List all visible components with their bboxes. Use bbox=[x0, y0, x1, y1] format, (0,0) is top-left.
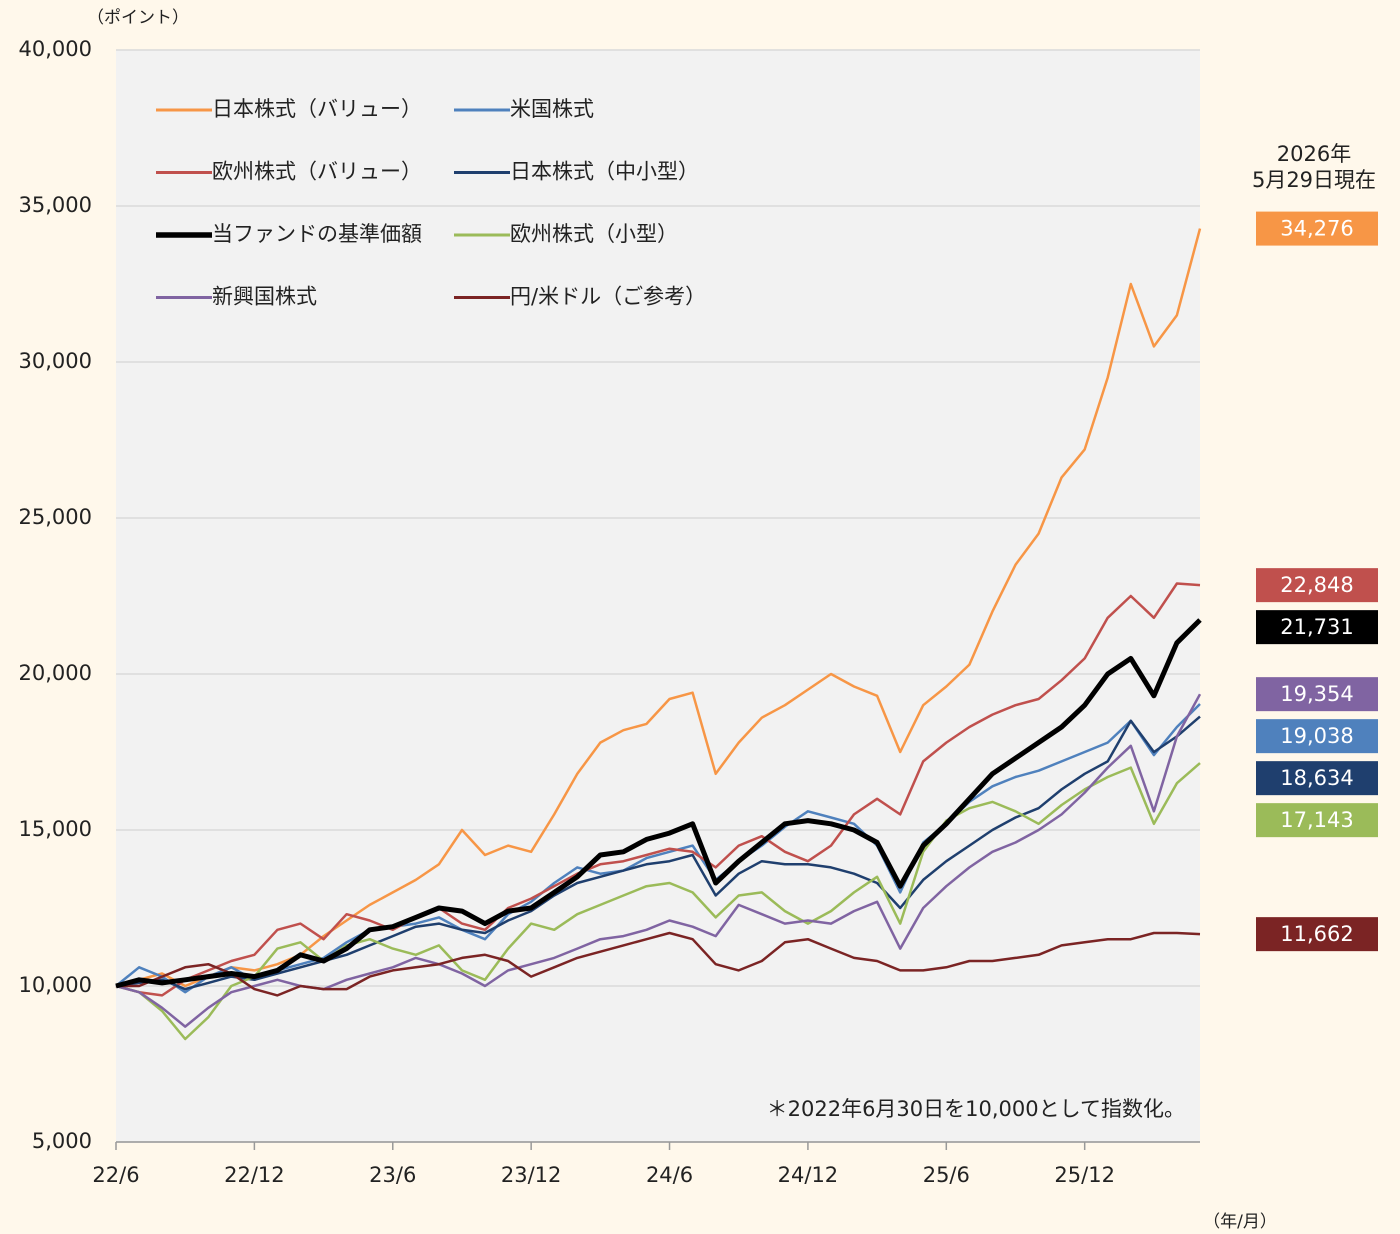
series-line bbox=[115, 762, 1201, 1041]
y-tick-label: 35,000 bbox=[19, 193, 92, 217]
series-line bbox=[115, 618, 1202, 989]
grid: 5,000 10,000 15,000 20,000 25,000 30,000 35,00… bbox=[19, 37, 1200, 1187]
x-tick-label: 25/12 bbox=[1054, 1163, 1115, 1187]
end-label: 17,143 bbox=[1280, 808, 1353, 832]
end-label-box bbox=[1256, 677, 1378, 712]
y-tick-label: 30,000 bbox=[19, 349, 92, 373]
x-tick-label: 24/6 bbox=[646, 1163, 693, 1187]
legend-label: 当ファンドの基準価額 bbox=[212, 222, 422, 246]
x-tick-label: 22/6 bbox=[92, 1163, 139, 1187]
end-label-box bbox=[1256, 719, 1378, 754]
end-label-box bbox=[1256, 211, 1378, 246]
end-label-box bbox=[1256, 917, 1378, 952]
end-label: 18,634 bbox=[1280, 766, 1353, 790]
x-tick-label: 25/6 bbox=[923, 1163, 970, 1187]
y-tick-label: 15,000 bbox=[19, 817, 92, 841]
series-line bbox=[115, 703, 1201, 994]
end-label: 22,848 bbox=[1280, 573, 1353, 597]
series-line bbox=[115, 715, 1201, 991]
legend-label: 日本株式（バリュー） bbox=[212, 97, 422, 121]
end-label: 21,731 bbox=[1280, 615, 1353, 639]
end-label: 34,276 bbox=[1280, 217, 1353, 241]
x-tick-label: 22/12 bbox=[224, 1163, 285, 1187]
series-line bbox=[115, 582, 1201, 997]
end-label-box bbox=[1256, 761, 1378, 796]
date-note: 2026年 5月29日現在 bbox=[1252, 142, 1376, 192]
x-tick-label: 23/6 bbox=[369, 1163, 416, 1187]
y-tick-label: 40,000 bbox=[19, 37, 92, 61]
series-line bbox=[115, 693, 1202, 1028]
end-label-box bbox=[1256, 803, 1378, 838]
legend-label: 欧州株式（小型） bbox=[510, 222, 678, 246]
legend-label: 日本株式（中小型） bbox=[510, 160, 699, 184]
annotation: ＊2022年6月30日を10,000として指数化。 bbox=[767, 1097, 1185, 1121]
legend-label: 新興国株式 bbox=[212, 285, 317, 309]
y-tick-label: 25,000 bbox=[19, 505, 92, 529]
legend-label: 欧州株式（バリュー） bbox=[212, 160, 422, 184]
x-tick-label: 23/12 bbox=[501, 1163, 562, 1187]
end-label-box bbox=[1256, 568, 1378, 603]
end-label: 11,662 bbox=[1280, 922, 1353, 946]
y-tick-label: 10,000 bbox=[19, 973, 92, 997]
end-label-box bbox=[1256, 610, 1378, 645]
y-axis-label: （ポイント） bbox=[87, 8, 189, 28]
legend-label: 米国株式 bbox=[510, 97, 594, 121]
y-tick-label: 20,000 bbox=[19, 661, 92, 685]
y-tick-label: 5,000 bbox=[32, 1129, 92, 1153]
legend-label: 円/米ドル（ご参考） bbox=[510, 285, 706, 309]
end-label: 19,038 bbox=[1280, 724, 1353, 748]
end-label: 19,354 bbox=[1280, 682, 1353, 706]
lines bbox=[115, 228, 1202, 1041]
series-line bbox=[116, 931, 1201, 997]
end-labels: 34,276 22,848 21,731 19,354 19,038 18,634 17,1… bbox=[1256, 211, 1378, 952]
x-axis-label: （年/月） bbox=[1203, 1212, 1277, 1232]
x-tick-label: 24/12 bbox=[778, 1163, 839, 1187]
plot-area bbox=[116, 50, 1200, 1142]
